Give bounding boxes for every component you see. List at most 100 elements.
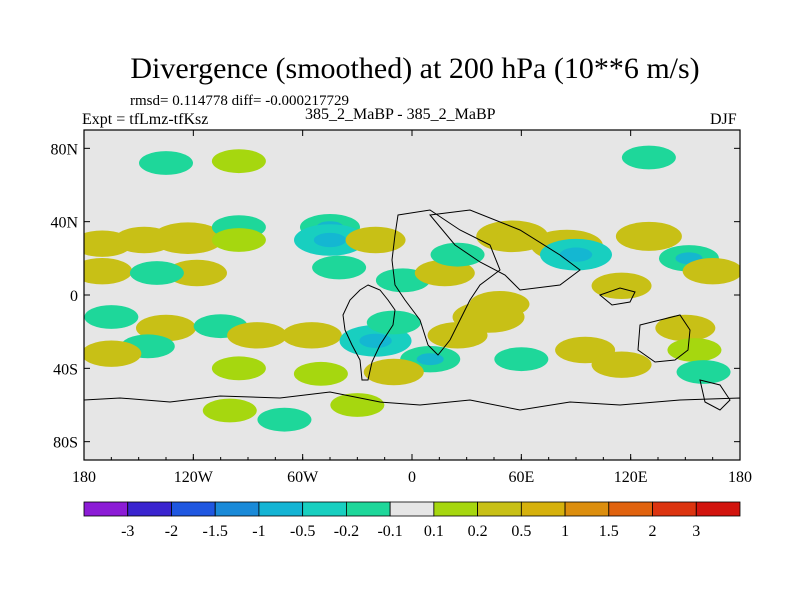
coastline-south-america (342, 284, 396, 381)
colorbar-box (695, 501, 741, 517)
y-tick-label: 40N (50, 215, 78, 232)
colorbar-box (389, 501, 435, 517)
colorbar-label: 3 (692, 523, 700, 540)
y-tick-label: 80N (50, 141, 78, 158)
colorbar-box (83, 501, 129, 517)
y-tick-label: 0 (70, 288, 78, 305)
coastline-africa (391, 209, 501, 356)
anomaly-core (671, 322, 699, 334)
coastline-antarctica (84, 391, 740, 460)
season-label: DJF (710, 111, 737, 128)
anomaly-core (171, 231, 205, 246)
colorbar-box (652, 501, 697, 517)
anomaly-core (362, 234, 390, 246)
experiment-label: Expt = tfLmz-tfKsz (82, 111, 209, 128)
colorbar: -3 -2 -1.5 -1 -0.5 -0.2 -0.1 0.1 0.2 0.5 1 1.5 2 3 (83, 501, 741, 540)
anomaly-core (571, 344, 599, 356)
colorbar-box (345, 501, 391, 517)
colorbar-label: -0.2 (334, 523, 359, 540)
x-tick-label: 120E (614, 469, 648, 486)
coastline-asia (429, 209, 581, 291)
chart-title: Divergence (smoothed) at 200 hPa (10**6 … (130, 52, 700, 85)
colorbar-label: 0.2 (468, 523, 488, 540)
colorbar-label: 2 (649, 523, 657, 540)
anomaly-blob (667, 338, 722, 362)
anomaly-core (97, 347, 125, 360)
colorbar-label: 1.5 (599, 523, 619, 540)
coastlines (84, 209, 740, 460)
anomaly-core (359, 333, 392, 348)
anomaly-field (84, 145, 740, 432)
colorbar-label: -2 (165, 523, 178, 540)
y-tick-label: 40S (53, 361, 78, 378)
anomaly-blob (430, 242, 485, 267)
x-axis: 180 120W 60W 0 60E 120E 180 (72, 130, 752, 486)
anomaly-blob (129, 261, 184, 285)
coastline-maritime (599, 287, 636, 306)
anomaly-blob (211, 228, 266, 252)
x-tick-label: 60E (508, 469, 534, 486)
anomaly-blob (257, 407, 312, 432)
anomaly-core (88, 237, 116, 250)
colorbar-box (214, 501, 260, 517)
anomaly-blob (202, 398, 257, 423)
anomaly-core (243, 329, 271, 342)
anomaly-core (130, 234, 158, 246)
y-tick-label: 80S (53, 435, 78, 452)
anomaly-core (380, 366, 408, 378)
x-tick-label: 180 (728, 469, 752, 486)
anomaly-blob (211, 356, 266, 381)
anomaly-blob (139, 151, 193, 175)
anomaly-blob (676, 360, 731, 384)
colorbar-box (171, 501, 216, 517)
colorbar-box (127, 501, 172, 517)
anomaly-core (152, 322, 180, 334)
anomaly-blob (293, 361, 348, 386)
anomaly-blob (621, 145, 676, 170)
x-tick-label: 120W (174, 469, 214, 486)
colorbar-box (477, 501, 522, 517)
coastline-australia (637, 314, 691, 363)
anomaly-core (416, 353, 444, 366)
x-tick-label: 60W (287, 469, 319, 486)
colorbar-label: 0.1 (424, 523, 444, 540)
colorbar-box (608, 501, 653, 517)
anomaly-core (699, 265, 727, 278)
colorbar-label: 0.5 (511, 523, 531, 540)
colorbar-label: -1.5 (203, 523, 228, 540)
anomaly-blob (330, 393, 385, 417)
anomaly-core (313, 232, 347, 248)
anomaly-core (559, 247, 593, 262)
colorbar-label: -1 (252, 523, 265, 540)
anomaly-core (183, 267, 211, 279)
anomaly-core (485, 298, 513, 311)
anomaly-core (298, 329, 326, 342)
anomaly-blob (494, 347, 549, 372)
y-axis: 80N 40N 0 40S 80S (50, 141, 740, 452)
colorbar-label: -3 (121, 523, 134, 540)
colorbar-box (520, 501, 566, 517)
colorbar-box (564, 501, 610, 517)
stats-label: rmsd= 0.114778 diff= -0.000217729 (130, 93, 349, 109)
colorbar-box (302, 501, 347, 517)
anomaly-core (608, 358, 636, 371)
anomaly-core (88, 265, 116, 278)
colorbar-label: -0.1 (377, 523, 402, 540)
anomaly-blob (312, 255, 367, 280)
comparison-label: 385_2_MaBP - 385_2_MaBP (305, 106, 496, 123)
colorbar-box (258, 501, 304, 517)
anomaly-core (608, 279, 636, 292)
x-tick-label: 180 (72, 469, 96, 486)
anomaly-core (496, 229, 529, 244)
colorbar-label: 1 (561, 523, 569, 540)
coastline-south-ocean (699, 379, 731, 411)
anomaly-core (634, 229, 664, 243)
x-tick-label: 0 (408, 469, 416, 486)
colorbar-box (433, 501, 479, 517)
anomaly-blob (84, 305, 139, 329)
anomaly-core (444, 329, 472, 342)
anomaly-blob (211, 149, 266, 174)
anomaly-core (431, 267, 459, 279)
colorbar-label: -0.5 (290, 523, 315, 540)
